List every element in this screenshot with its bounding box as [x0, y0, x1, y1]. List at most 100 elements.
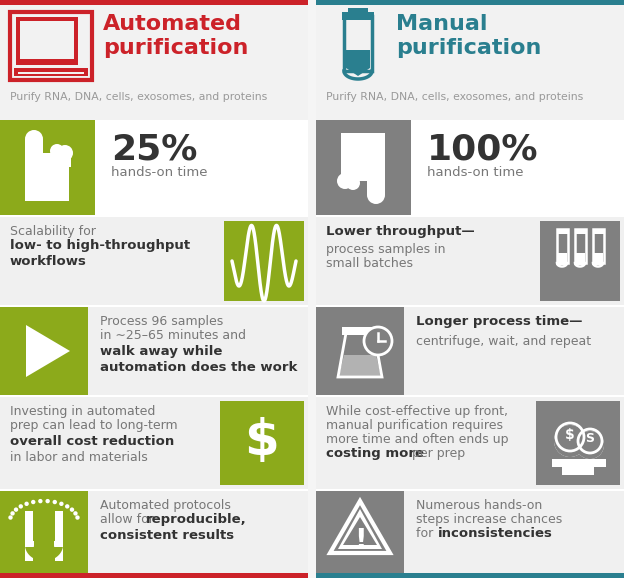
- Bar: [0, 217, 308, 305]
- Bar: [341, 167, 369, 181]
- Circle shape: [14, 507, 18, 512]
- Text: in labor and materials: in labor and materials: [10, 451, 148, 464]
- Bar: [342, 327, 378, 335]
- Circle shape: [24, 502, 29, 506]
- Circle shape: [364, 327, 392, 355]
- Bar: [557, 229, 568, 234]
- Text: centrifuge, wait, and repeat: centrifuge, wait, and repeat: [416, 335, 591, 348]
- Text: walk away while: walk away while: [100, 345, 222, 358]
- Bar: [0, 0, 308, 578]
- Circle shape: [8, 516, 12, 520]
- Bar: [536, 401, 620, 485]
- Bar: [342, 12, 374, 20]
- Text: reproducible,: reproducible,: [146, 513, 246, 526]
- Polygon shape: [339, 355, 381, 376]
- Circle shape: [70, 507, 74, 512]
- Circle shape: [76, 516, 80, 520]
- Text: purification: purification: [396, 38, 542, 58]
- Text: small batches: small batches: [326, 257, 413, 270]
- Bar: [367, 165, 385, 195]
- Polygon shape: [338, 509, 382, 549]
- Bar: [316, 120, 411, 215]
- Text: 25%: 25%: [111, 132, 197, 166]
- Bar: [220, 401, 304, 485]
- Text: allow for: allow for: [100, 513, 158, 526]
- Bar: [10, 12, 92, 80]
- Text: $: $: [565, 428, 575, 442]
- Bar: [540, 221, 620, 301]
- Polygon shape: [343, 517, 377, 545]
- Circle shape: [50, 144, 64, 158]
- Text: Purify RNA, DNA, cells, exosomes, and proteins: Purify RNA, DNA, cells, exosomes, and pr…: [10, 92, 267, 102]
- Bar: [316, 307, 404, 395]
- Text: Scalability for: Scalability for: [10, 225, 96, 238]
- Circle shape: [46, 499, 50, 503]
- Bar: [316, 5, 624, 120]
- Circle shape: [52, 500, 57, 504]
- Bar: [0, 307, 308, 395]
- Circle shape: [367, 186, 385, 204]
- Text: While cost-effective up front,: While cost-effective up front,: [326, 405, 508, 418]
- Bar: [344, 16, 372, 71]
- Bar: [316, 491, 404, 578]
- Circle shape: [19, 504, 23, 509]
- Text: hands-on time: hands-on time: [427, 166, 524, 179]
- Bar: [14, 68, 88, 76]
- Bar: [43, 153, 71, 167]
- Text: manual purification requires: manual purification requires: [326, 419, 503, 432]
- Text: Manual: Manual: [396, 14, 487, 34]
- Bar: [33, 511, 55, 541]
- Bar: [316, 0, 624, 5]
- Bar: [316, 397, 624, 489]
- Text: prep can lead to long-term: prep can lead to long-term: [10, 419, 178, 432]
- Polygon shape: [346, 50, 370, 76]
- Bar: [593, 229, 604, 234]
- Text: process samples in: process samples in: [326, 243, 446, 256]
- Bar: [593, 229, 604, 263]
- Bar: [558, 253, 567, 265]
- Circle shape: [337, 173, 353, 189]
- Text: workflows: workflows: [10, 255, 87, 268]
- Bar: [54, 511, 63, 547]
- Text: per prep: per prep: [408, 447, 465, 460]
- Text: in ∼25–65 minutes and: in ∼25–65 minutes and: [100, 329, 246, 342]
- Bar: [20, 21, 74, 59]
- Circle shape: [576, 431, 604, 459]
- Bar: [25, 165, 69, 201]
- Bar: [594, 253, 603, 265]
- Bar: [316, 217, 624, 305]
- Text: S: S: [585, 432, 595, 446]
- Bar: [575, 229, 586, 234]
- Polygon shape: [552, 459, 606, 467]
- Bar: [0, 307, 88, 395]
- Text: Longer process time—: Longer process time—: [416, 315, 582, 328]
- Bar: [576, 253, 585, 265]
- Bar: [18, 72, 84, 74]
- Bar: [575, 229, 586, 263]
- Bar: [316, 491, 624, 578]
- Bar: [341, 133, 385, 169]
- Bar: [316, 307, 624, 395]
- Bar: [562, 465, 594, 475]
- Text: Automated: Automated: [103, 14, 242, 34]
- Circle shape: [554, 425, 586, 457]
- Text: Investing in automated: Investing in automated: [10, 405, 155, 418]
- Text: 100%: 100%: [427, 132, 539, 166]
- Text: inconsistencies: inconsistencies: [438, 527, 553, 540]
- Circle shape: [38, 499, 42, 503]
- Bar: [348, 8, 368, 14]
- Bar: [0, 573, 308, 578]
- Circle shape: [11, 511, 15, 516]
- Bar: [0, 0, 308, 5]
- Text: purification: purification: [103, 38, 248, 58]
- Bar: [25, 139, 43, 169]
- Text: more time and often ends up: more time and often ends up: [326, 433, 509, 446]
- Text: !: !: [354, 527, 366, 555]
- Text: Numerous hands-on: Numerous hands-on: [416, 499, 542, 512]
- Text: low- to high-throughput: low- to high-throughput: [10, 239, 190, 252]
- Circle shape: [25, 130, 43, 148]
- Text: Purify RNA, DNA, cells, exosomes, and proteins: Purify RNA, DNA, cells, exosomes, and pr…: [326, 92, 583, 102]
- Text: Process 96 samples: Process 96 samples: [100, 315, 223, 328]
- Circle shape: [73, 511, 77, 516]
- Circle shape: [576, 431, 604, 459]
